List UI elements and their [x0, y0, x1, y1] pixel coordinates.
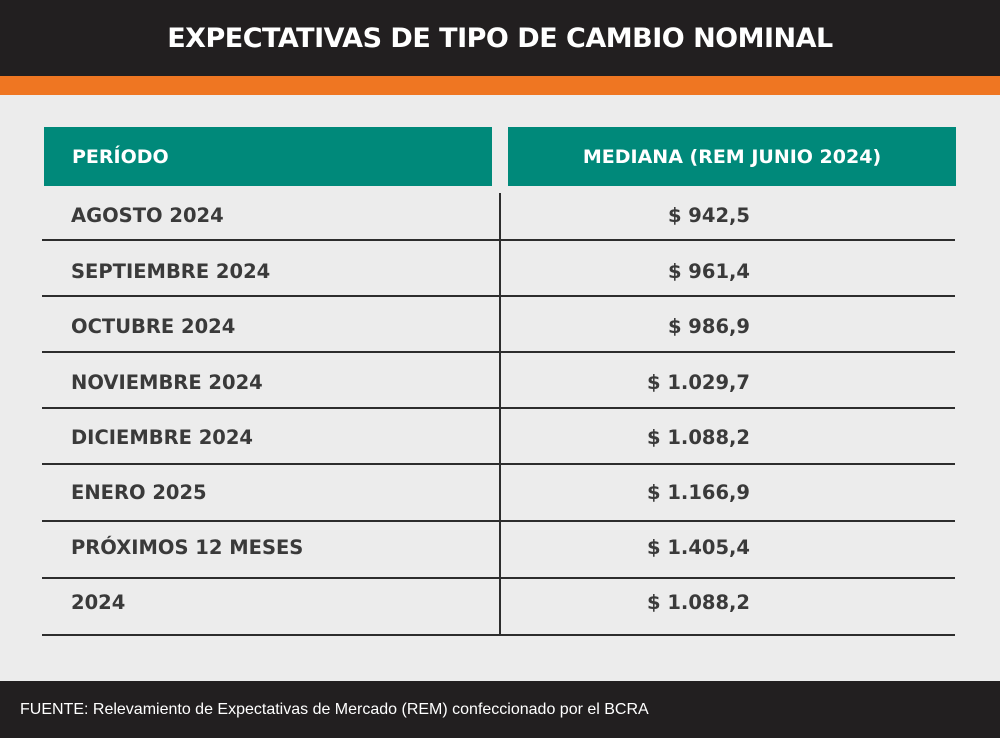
column-header-period: PERÍODO — [44, 127, 492, 186]
table-row: AGOSTO 2024 $ 942,5 — [42, 193, 955, 249]
value-cell: $ 1.166,9 — [646, 481, 750, 504]
row-divider — [42, 351, 955, 353]
table-row: NOVIEMBRE 2024 $ 1.029,7 — [42, 360, 955, 416]
value-cell: $ 961,4 — [667, 260, 750, 283]
table-row: ENERO 2025 $ 1.166,9 — [42, 470, 955, 526]
source-note: FUENTE: Relevamiento de Expectativas de … — [20, 701, 649, 718]
period-cell: PRÓXIMOS 12 MESES — [71, 536, 304, 559]
value-cell: $ 1.029,7 — [646, 371, 750, 394]
period-cell: AGOSTO 2024 — [71, 204, 224, 227]
table-row: SEPTIEMBRE 2024 $ 961,4 — [42, 249, 955, 305]
accent-bar — [0, 76, 1000, 95]
row-divider — [42, 239, 955, 241]
row-divider — [42, 463, 955, 465]
header-bar — [0, 0, 1000, 76]
period-cell: NOVIEMBRE 2024 — [71, 371, 263, 394]
row-divider — [42, 634, 955, 636]
value-cell: $ 1.088,2 — [646, 591, 750, 614]
table-row: PRÓXIMOS 12 MESES $ 1.405,4 — [42, 525, 955, 581]
column-header-median: MEDIANA (REM JUNIO 2024) — [508, 127, 956, 186]
period-cell: 2024 — [71, 591, 126, 614]
value-cell: $ 942,5 — [667, 204, 750, 227]
table-row: DICIEMBRE 2024 $ 1.088,2 — [42, 415, 955, 471]
row-divider — [42, 577, 955, 579]
period-cell: OCTUBRE 2024 — [71, 315, 236, 338]
row-divider — [42, 295, 955, 297]
table-row: 2024 $ 1.088,2 — [42, 580, 955, 636]
page-title: EXPECTATIVAS DE TIPO DE CAMBIO NOMINAL — [167, 23, 833, 54]
period-cell: DICIEMBRE 2024 — [71, 426, 253, 449]
value-cell: $ 1.405,4 — [646, 536, 750, 559]
footer-bar — [0, 681, 1000, 738]
table-row: OCTUBRE 2024 $ 986,9 — [42, 304, 955, 360]
row-divider — [42, 407, 955, 409]
value-cell: $ 1.088,2 — [646, 426, 750, 449]
row-divider — [42, 520, 955, 522]
column-divider — [499, 193, 501, 635]
period-cell: ENERO 2025 — [71, 481, 207, 504]
period-cell: SEPTIEMBRE 2024 — [71, 260, 271, 283]
value-cell: $ 986,9 — [667, 315, 750, 338]
